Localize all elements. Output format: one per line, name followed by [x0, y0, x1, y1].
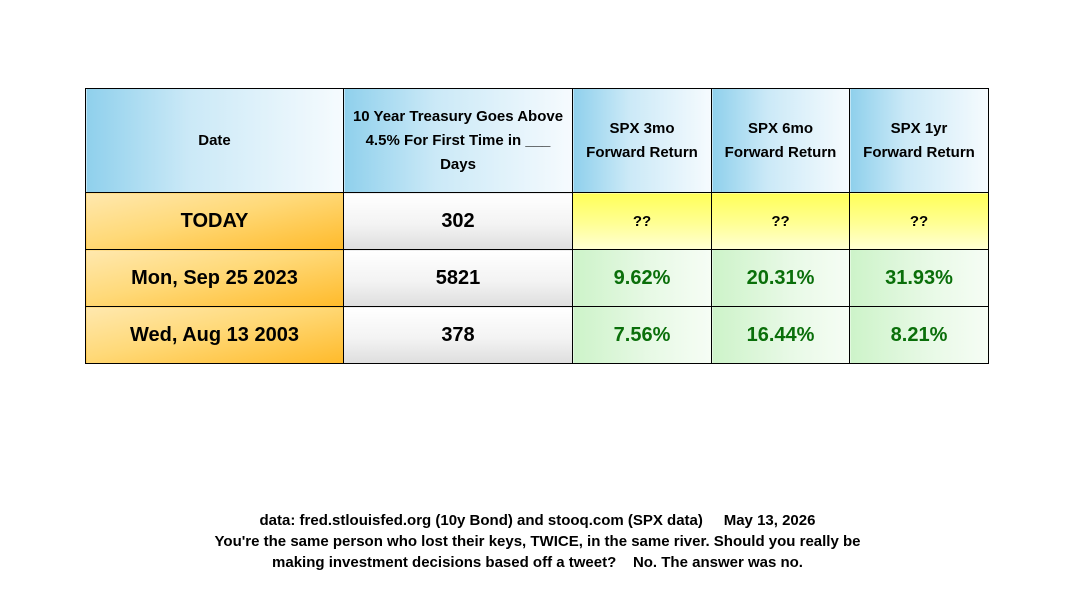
row-return-3mo: 7.56%: [572, 306, 712, 364]
row-return-1yr: ??: [849, 192, 989, 250]
row-date: Wed, Aug 13 2003: [85, 306, 344, 364]
header-days-label: 10 Year Treasury Goes Above 4.5% For Fir…: [352, 107, 564, 173]
header-3mo-label: SPX 3mo Forward Return: [586, 119, 698, 161]
row-return-6mo: ??: [711, 192, 850, 250]
footer-remark-line-2: making investment decisions based off a …: [272, 554, 803, 571]
row-days: 302: [343, 192, 573, 250]
table-row: Wed, Aug 13 2003 378 7.56% 16.44% 8.21%: [85, 306, 989, 364]
header-1yr: SPX 1yr Forward Return: [849, 88, 989, 193]
row-return-3mo: 9.62%: [572, 249, 712, 307]
row-return-6mo: 20.31%: [711, 249, 850, 307]
row-date: TODAY: [85, 192, 344, 250]
row-date: Mon, Sep 25 2023: [85, 249, 344, 307]
row-days: 5821: [343, 249, 573, 307]
header-1yr-label: SPX 1yr Forward Return: [863, 119, 975, 161]
footer-note: data: fred.stlouisfed.org (10y Bond) and…: [0, 510, 1075, 573]
header-date: Date: [85, 88, 344, 193]
table-row: Mon, Sep 25 2023 5821 9.62% 20.31% 31.93…: [85, 249, 989, 307]
header-3mo: SPX 3mo Forward Return: [572, 88, 712, 193]
footer-remark-line-1: You're the same person who lost their ke…: [214, 533, 861, 550]
returns-table: Date 10 Year Treasury Goes Above 4.5% Fo…: [85, 88, 989, 364]
header-days: 10 Year Treasury Goes Above 4.5% For Fir…: [343, 88, 573, 193]
row-return-3mo: ??: [572, 192, 712, 250]
header-6mo: SPX 6mo Forward Return: [711, 88, 850, 193]
row-return-1yr: 8.21%: [849, 306, 989, 364]
header-6mo-label: SPX 6mo Forward Return: [724, 119, 837, 161]
row-days: 378: [343, 306, 573, 364]
row-return-1yr: 31.93%: [849, 249, 989, 307]
row-return-6mo: 16.44%: [711, 306, 850, 364]
footer-source-line: data: fred.stlouisfed.org (10y Bond) and…: [259, 512, 816, 529]
table-row: TODAY 302 ?? ?? ??: [85, 192, 989, 250]
table-header-row: Date 10 Year Treasury Goes Above 4.5% Fo…: [85, 88, 989, 193]
